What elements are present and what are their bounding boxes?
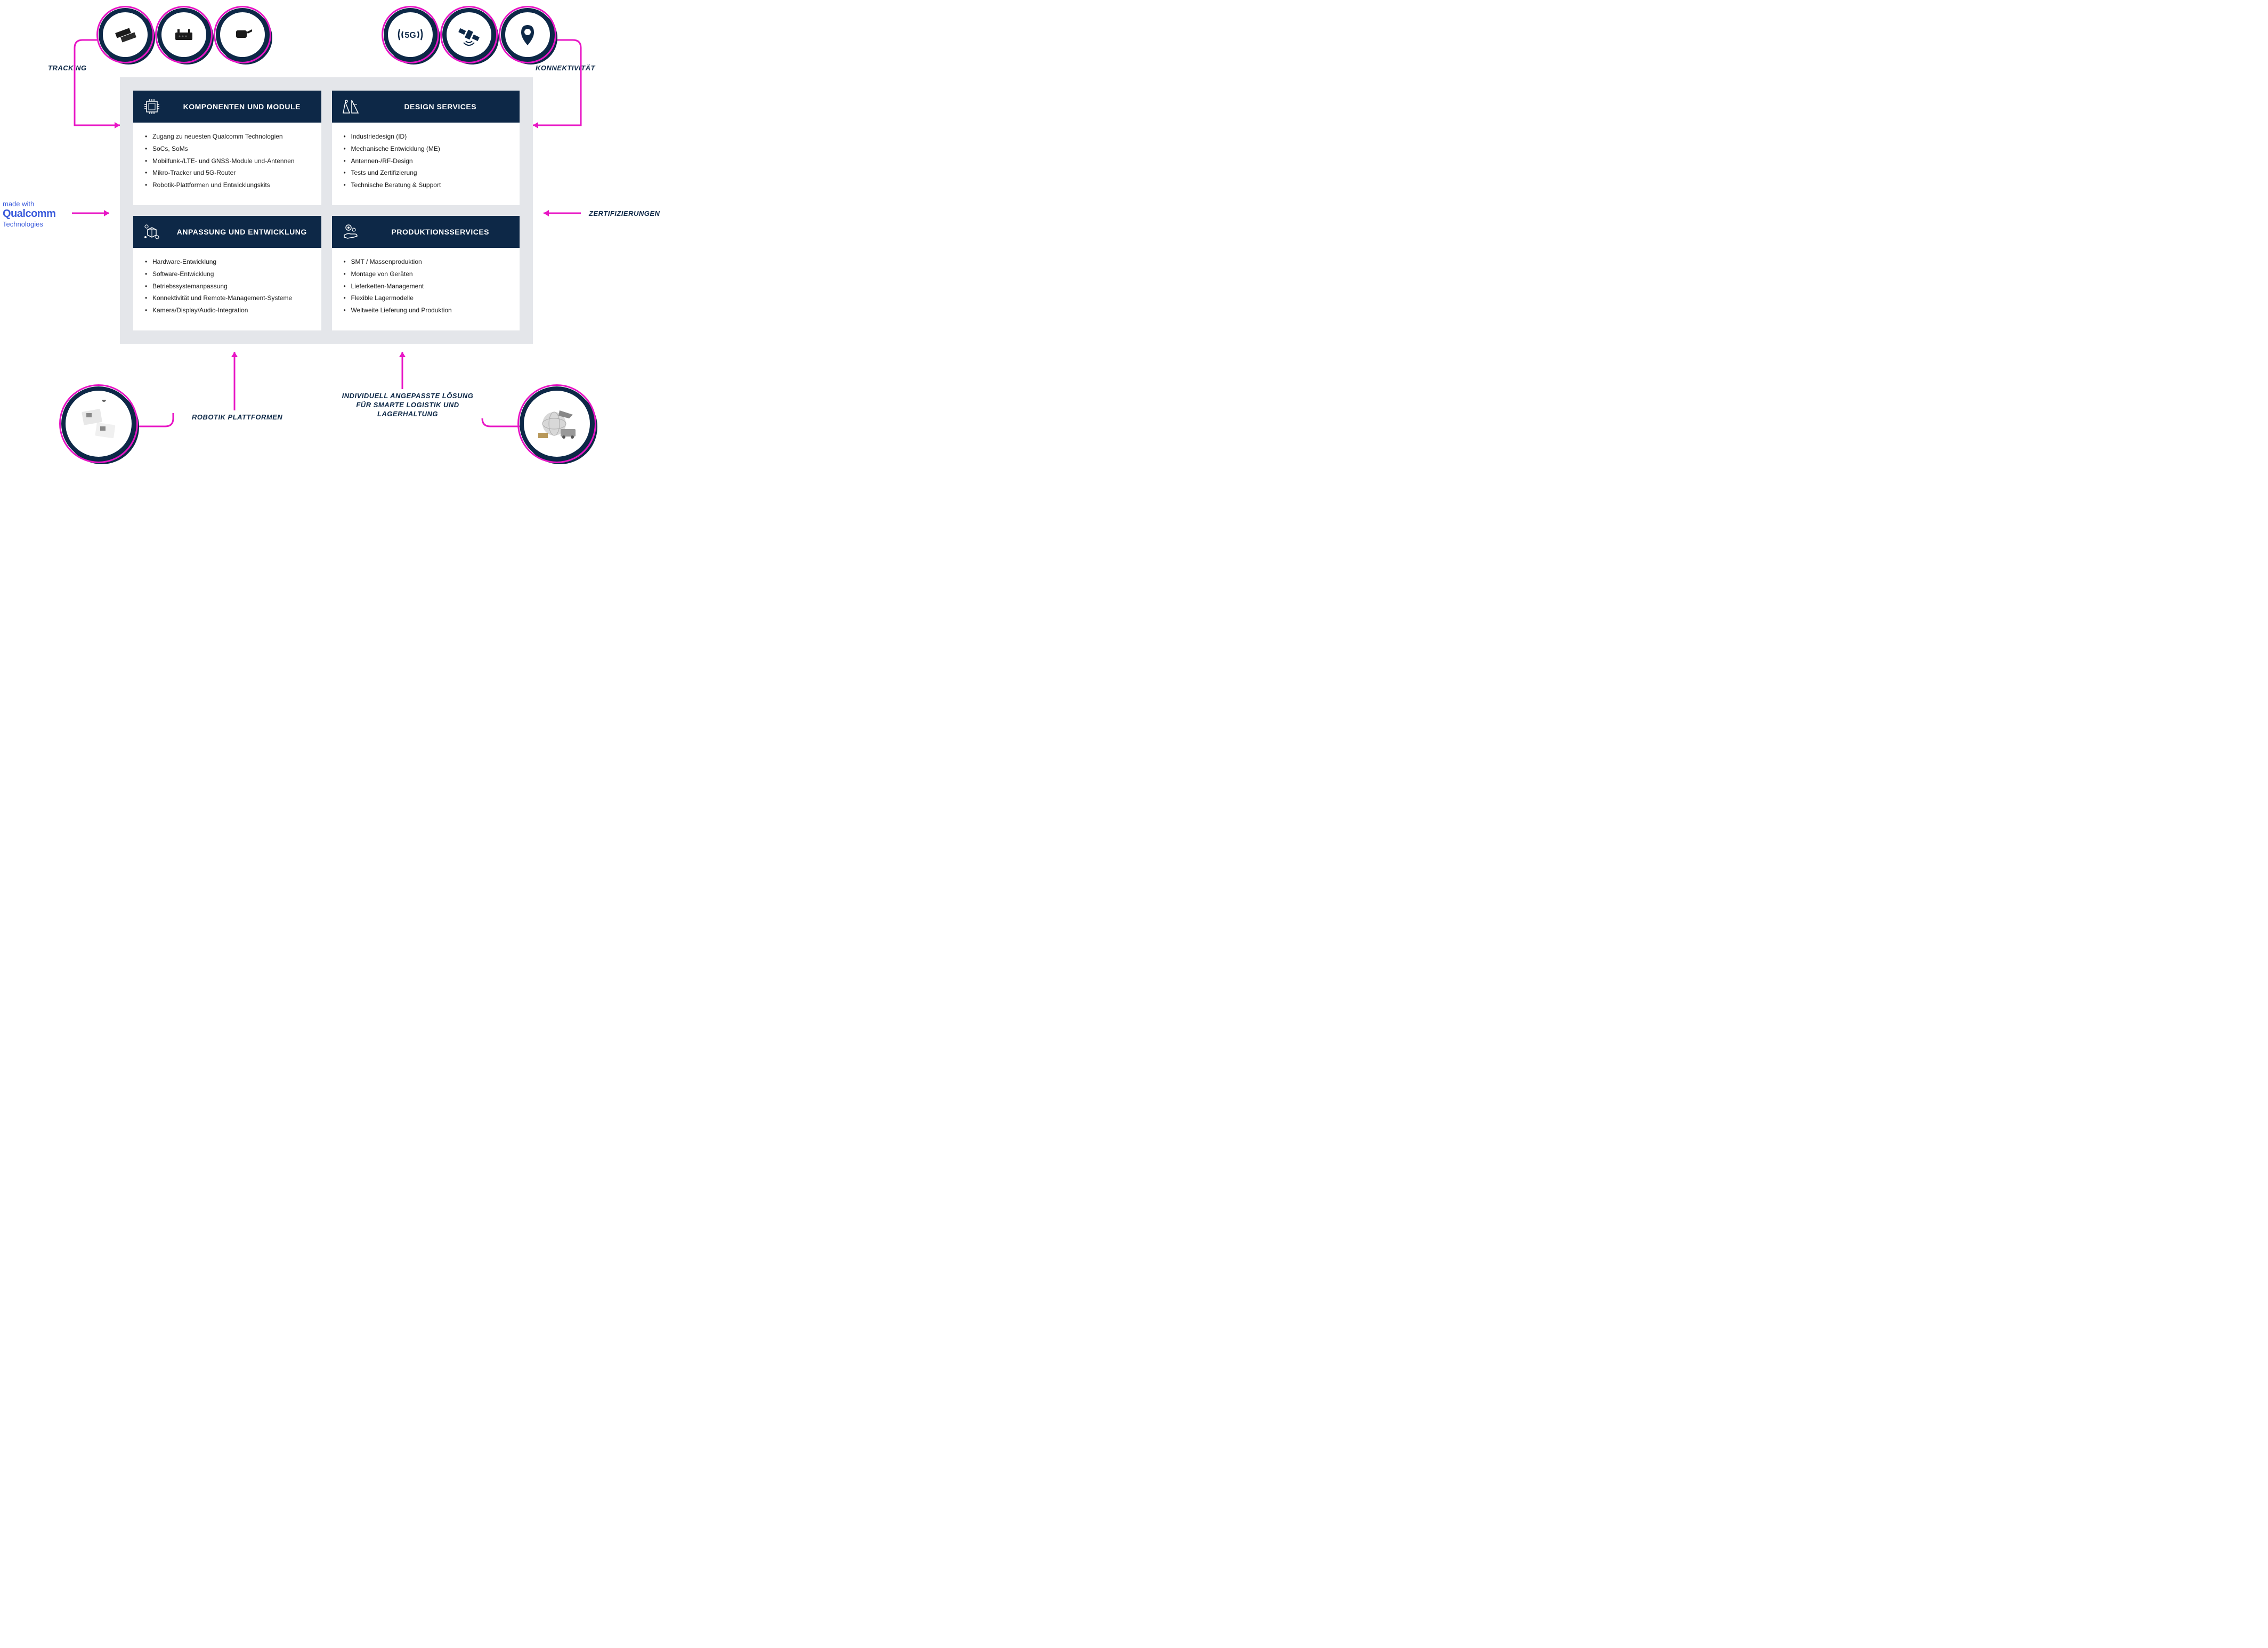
- certifications-arrow-head: [544, 210, 549, 216]
- list-item: Kamera/Display/Audio-Integration: [144, 304, 311, 317]
- robotics-arrow-head: [231, 352, 238, 357]
- tracking-ring-router-device: [157, 8, 210, 61]
- services-grid: KOMPONENTEN UND MODULE Zugang zu neuesten…: [133, 91, 520, 330]
- list-item: SoCs, SoMs: [144, 143, 311, 155]
- globe-transport-icon: [524, 391, 590, 457]
- chip-icon: [141, 96, 163, 117]
- tracking-label: TRACKING: [48, 64, 87, 72]
- logistics-ring-globe-transport: [520, 386, 594, 461]
- tracking-ring-tracker-module: [99, 8, 152, 61]
- tracker-module-icon: [103, 12, 148, 57]
- card-components-title: KOMPONENTEN UND MODULE: [171, 102, 313, 111]
- list-item: Hardware-Entwicklung: [144, 256, 311, 268]
- connectivity-ring-location-pin: [501, 8, 554, 61]
- card-components-body: Zugang zu neuesten Qualcomm Technologien…: [133, 123, 321, 205]
- list-item: Software-Entwicklung: [144, 268, 311, 280]
- card-components-header: KOMPONENTEN UND MODULE: [133, 91, 321, 123]
- list-item: Weltweite Lieferung und Produktion: [343, 304, 509, 317]
- card-production-title: PRODUKTIONSSERVICES: [369, 228, 512, 236]
- card-production: PRODUKTIONSSERVICES SMT / Massenproduktio…: [332, 216, 520, 330]
- card-design-list: Industriedesign (ID)Mechanische Entwickl…: [343, 131, 509, 191]
- robot-board-icon: [66, 391, 132, 457]
- list-item: Montage von Geräten: [343, 268, 509, 280]
- qualcomm-badge: made with Qualcomm Technologies: [3, 200, 55, 228]
- card-design-body: Industriedesign (ID)Mechanische Entwickl…: [332, 123, 520, 205]
- card-customization-header: ANPASSUNG UND ENTWICKLUNG: [133, 216, 321, 248]
- qualcomm-arrow-head: [104, 210, 109, 216]
- compass-icon: [340, 96, 361, 117]
- card-customization-body: Hardware-EntwicklungSoftware-Entwicklung…: [133, 248, 321, 330]
- list-item: Flexible Lagermodelle: [343, 292, 509, 304]
- card-customization-title: ANPASSUNG UND ENTWICKLUNG: [171, 228, 313, 236]
- card-design-header: DESIGN SERVICES: [332, 91, 520, 123]
- certifications-label: ZERTIFIZIERUNGEN: [589, 209, 660, 217]
- svg-text:5G: 5G: [404, 31, 416, 40]
- robotics-connector: [137, 413, 173, 426]
- robotics-ring-robot-board: [61, 386, 136, 461]
- list-item: Mobilfunk-/LTE- und GNSS-Module und-Ante…: [144, 155, 311, 167]
- list-item: Mechanische Entwicklung (ME): [343, 143, 509, 155]
- satellite-icon: [447, 12, 491, 57]
- logistics-label: INDIVIDUELL ANGEPASSTE LÖSUNG FÜR SMARTE…: [338, 392, 477, 419]
- card-production-header: PRODUKTIONSSERVICES: [332, 216, 520, 248]
- central-services-box: KOMPONENTEN UND MODULE Zugang zu neuesten…: [120, 77, 533, 344]
- list-item: Zugang zu neuesten Qualcomm Technologien: [144, 131, 311, 143]
- tracking-ring-gps-device: [216, 8, 269, 61]
- location-pin-icon: [505, 12, 550, 57]
- qualcomm-name-text: Qualcomm: [3, 208, 55, 220]
- robotics-label: ROBOTIK PLATTFORMEN: [192, 413, 282, 421]
- tracking-arrow-head: [115, 122, 120, 128]
- card-design-title: DESIGN SERVICES: [369, 102, 512, 111]
- list-item: Tests und Zertifizierung: [343, 167, 509, 179]
- list-item: Industriedesign (ID): [343, 131, 509, 143]
- card-design: DESIGN SERVICES Industriedesign (ID)Mecha…: [332, 91, 520, 205]
- list-item: Robotik-Plattformen und Entwicklungskits: [144, 179, 311, 191]
- box-gears-icon: [141, 221, 163, 243]
- logistics-connector: [482, 418, 520, 426]
- list-item: Lieferketten-Management: [343, 280, 509, 293]
- logistics-arrow-head: [399, 352, 406, 357]
- card-customization: ANPASSUNG UND ENTWICKLUNG Hardware-Entwic…: [133, 216, 321, 330]
- 5g-icon: 5G: [388, 12, 433, 57]
- card-components-list: Zugang zu neuesten Qualcomm Technologien…: [144, 131, 311, 191]
- card-components: KOMPONENTEN UND MODULE Zugang zu neuesten…: [133, 91, 321, 205]
- qualcomm-made-text: made with: [3, 200, 55, 208]
- card-production-list: SMT / MassenproduktionMontage von Geräte…: [343, 256, 509, 317]
- list-item: Mikro-Tracker und 5G-Router: [144, 167, 311, 179]
- list-item: Konnektivität und Remote-Management-Syst…: [144, 292, 311, 304]
- connectivity-ring-5g: 5G: [384, 8, 437, 61]
- card-production-body: SMT / MassenproduktionMontage von Geräte…: [332, 248, 520, 330]
- qualcomm-tech-text: Technologies: [3, 220, 55, 228]
- connectivity-ring-satellite: [442, 8, 496, 61]
- list-item: Betriebssystemanpassung: [144, 280, 311, 293]
- connectivity-arrow-head: [533, 122, 538, 128]
- connectivity-label: KONNEKTIVITÄT: [536, 64, 595, 72]
- gps-device-icon: [220, 12, 265, 57]
- hand-gear-icon: [340, 221, 361, 243]
- list-item: SMT / Massenproduktion: [343, 256, 509, 268]
- router-device-icon: [161, 12, 206, 57]
- card-customization-list: Hardware-EntwicklungSoftware-Entwicklung…: [144, 256, 311, 317]
- list-item: Antennen-/RF-Design: [343, 155, 509, 167]
- list-item: Technische Beratung & Support: [343, 179, 509, 191]
